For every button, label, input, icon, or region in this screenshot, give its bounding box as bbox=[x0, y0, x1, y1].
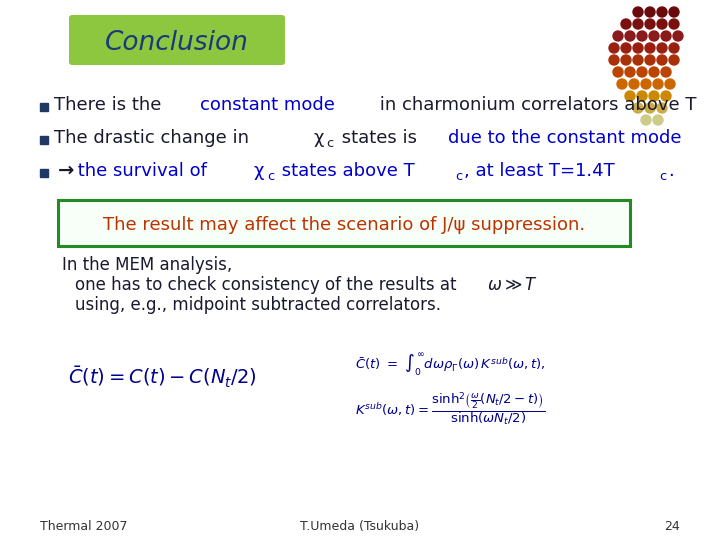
Circle shape bbox=[637, 31, 647, 41]
Circle shape bbox=[625, 91, 635, 101]
Circle shape bbox=[673, 31, 683, 41]
Circle shape bbox=[617, 79, 627, 89]
Circle shape bbox=[661, 31, 671, 41]
Bar bbox=[40, 169, 48, 177]
Circle shape bbox=[645, 103, 655, 113]
Text: In the MEM analysis,: In the MEM analysis, bbox=[62, 256, 233, 274]
Text: →: → bbox=[58, 161, 74, 180]
Text: constant mode: constant mode bbox=[200, 96, 335, 114]
Circle shape bbox=[613, 67, 623, 77]
Circle shape bbox=[625, 67, 635, 77]
FancyBboxPatch shape bbox=[58, 200, 630, 246]
Circle shape bbox=[649, 91, 659, 101]
Bar bbox=[40, 136, 48, 144]
Circle shape bbox=[637, 91, 647, 101]
Circle shape bbox=[649, 31, 659, 41]
Circle shape bbox=[633, 55, 643, 65]
Circle shape bbox=[637, 67, 647, 77]
Text: .: . bbox=[668, 162, 674, 180]
Circle shape bbox=[657, 19, 667, 29]
Circle shape bbox=[613, 31, 623, 41]
Text: c: c bbox=[659, 170, 666, 183]
Text: T.Umeda (Tsukuba): T.Umeda (Tsukuba) bbox=[300, 520, 420, 533]
Circle shape bbox=[641, 79, 651, 89]
Circle shape bbox=[633, 7, 643, 17]
Text: $\bar{C}(t)\ =\ \int_0^{\infty} d\omega\rho_\Gamma(\omega)\,K^{sub}(\omega,t),$: $\bar{C}(t)\ =\ \int_0^{\infty} d\omega\… bbox=[355, 352, 546, 379]
Text: 24: 24 bbox=[665, 520, 680, 533]
Text: c: c bbox=[455, 170, 462, 183]
Text: There is the: There is the bbox=[54, 96, 167, 114]
Text: $\omega \gg T$: $\omega \gg T$ bbox=[487, 276, 538, 294]
Text: χ: χ bbox=[313, 129, 323, 147]
Circle shape bbox=[661, 91, 671, 101]
FancyBboxPatch shape bbox=[69, 15, 285, 65]
Text: using, e.g., midpoint subtracted correlators.: using, e.g., midpoint subtracted correla… bbox=[75, 296, 441, 314]
Circle shape bbox=[629, 79, 639, 89]
Circle shape bbox=[653, 115, 663, 125]
Circle shape bbox=[633, 103, 643, 113]
Text: Conclusion: Conclusion bbox=[105, 30, 249, 56]
Circle shape bbox=[657, 103, 667, 113]
Text: states above T: states above T bbox=[276, 162, 415, 180]
Circle shape bbox=[633, 19, 643, 29]
Text: c: c bbox=[326, 137, 333, 150]
Circle shape bbox=[609, 43, 619, 53]
Circle shape bbox=[645, 7, 655, 17]
Text: the survival of: the survival of bbox=[72, 162, 212, 180]
Circle shape bbox=[645, 43, 655, 53]
Circle shape bbox=[609, 55, 619, 65]
Circle shape bbox=[657, 7, 667, 17]
Circle shape bbox=[633, 43, 643, 53]
Circle shape bbox=[665, 79, 675, 89]
Text: The result may affect the scenario of J/ψ suppression.: The result may affect the scenario of J/… bbox=[103, 216, 585, 234]
Circle shape bbox=[653, 79, 663, 89]
Circle shape bbox=[625, 31, 635, 41]
Circle shape bbox=[657, 55, 667, 65]
Text: $K^{sub}(\omega,t) = \dfrac{\sinh^2\!\left(\frac{\omega}{2}(N_t/2-t)\right)}{\si: $K^{sub}(\omega,t) = \dfrac{\sinh^2\!\le… bbox=[355, 390, 546, 428]
Text: c: c bbox=[267, 170, 274, 183]
Circle shape bbox=[661, 67, 671, 77]
Circle shape bbox=[669, 55, 679, 65]
Circle shape bbox=[645, 55, 655, 65]
Circle shape bbox=[641, 115, 651, 125]
Text: one has to check consistency of the results at: one has to check consistency of the resu… bbox=[75, 276, 456, 294]
Text: due to the constant mode: due to the constant mode bbox=[448, 129, 681, 147]
Circle shape bbox=[621, 55, 631, 65]
Text: in charmonium correlators above T: in charmonium correlators above T bbox=[374, 96, 696, 114]
Text: Thermal 2007: Thermal 2007 bbox=[40, 520, 127, 533]
Text: states is: states is bbox=[336, 129, 423, 147]
Circle shape bbox=[657, 43, 667, 53]
Circle shape bbox=[621, 19, 631, 29]
Circle shape bbox=[669, 7, 679, 17]
Circle shape bbox=[669, 19, 679, 29]
Circle shape bbox=[645, 19, 655, 29]
Circle shape bbox=[621, 43, 631, 53]
Text: The drastic change in: The drastic change in bbox=[54, 129, 255, 147]
Text: χ: χ bbox=[253, 162, 264, 180]
Circle shape bbox=[669, 43, 679, 53]
Circle shape bbox=[649, 67, 659, 77]
Text: $\bar{C}(t) = C(t) - C(N_t/2)$: $\bar{C}(t) = C(t) - C(N_t/2)$ bbox=[68, 365, 257, 390]
Bar bbox=[40, 103, 48, 111]
Text: , at least T=1.4T: , at least T=1.4T bbox=[464, 162, 615, 180]
